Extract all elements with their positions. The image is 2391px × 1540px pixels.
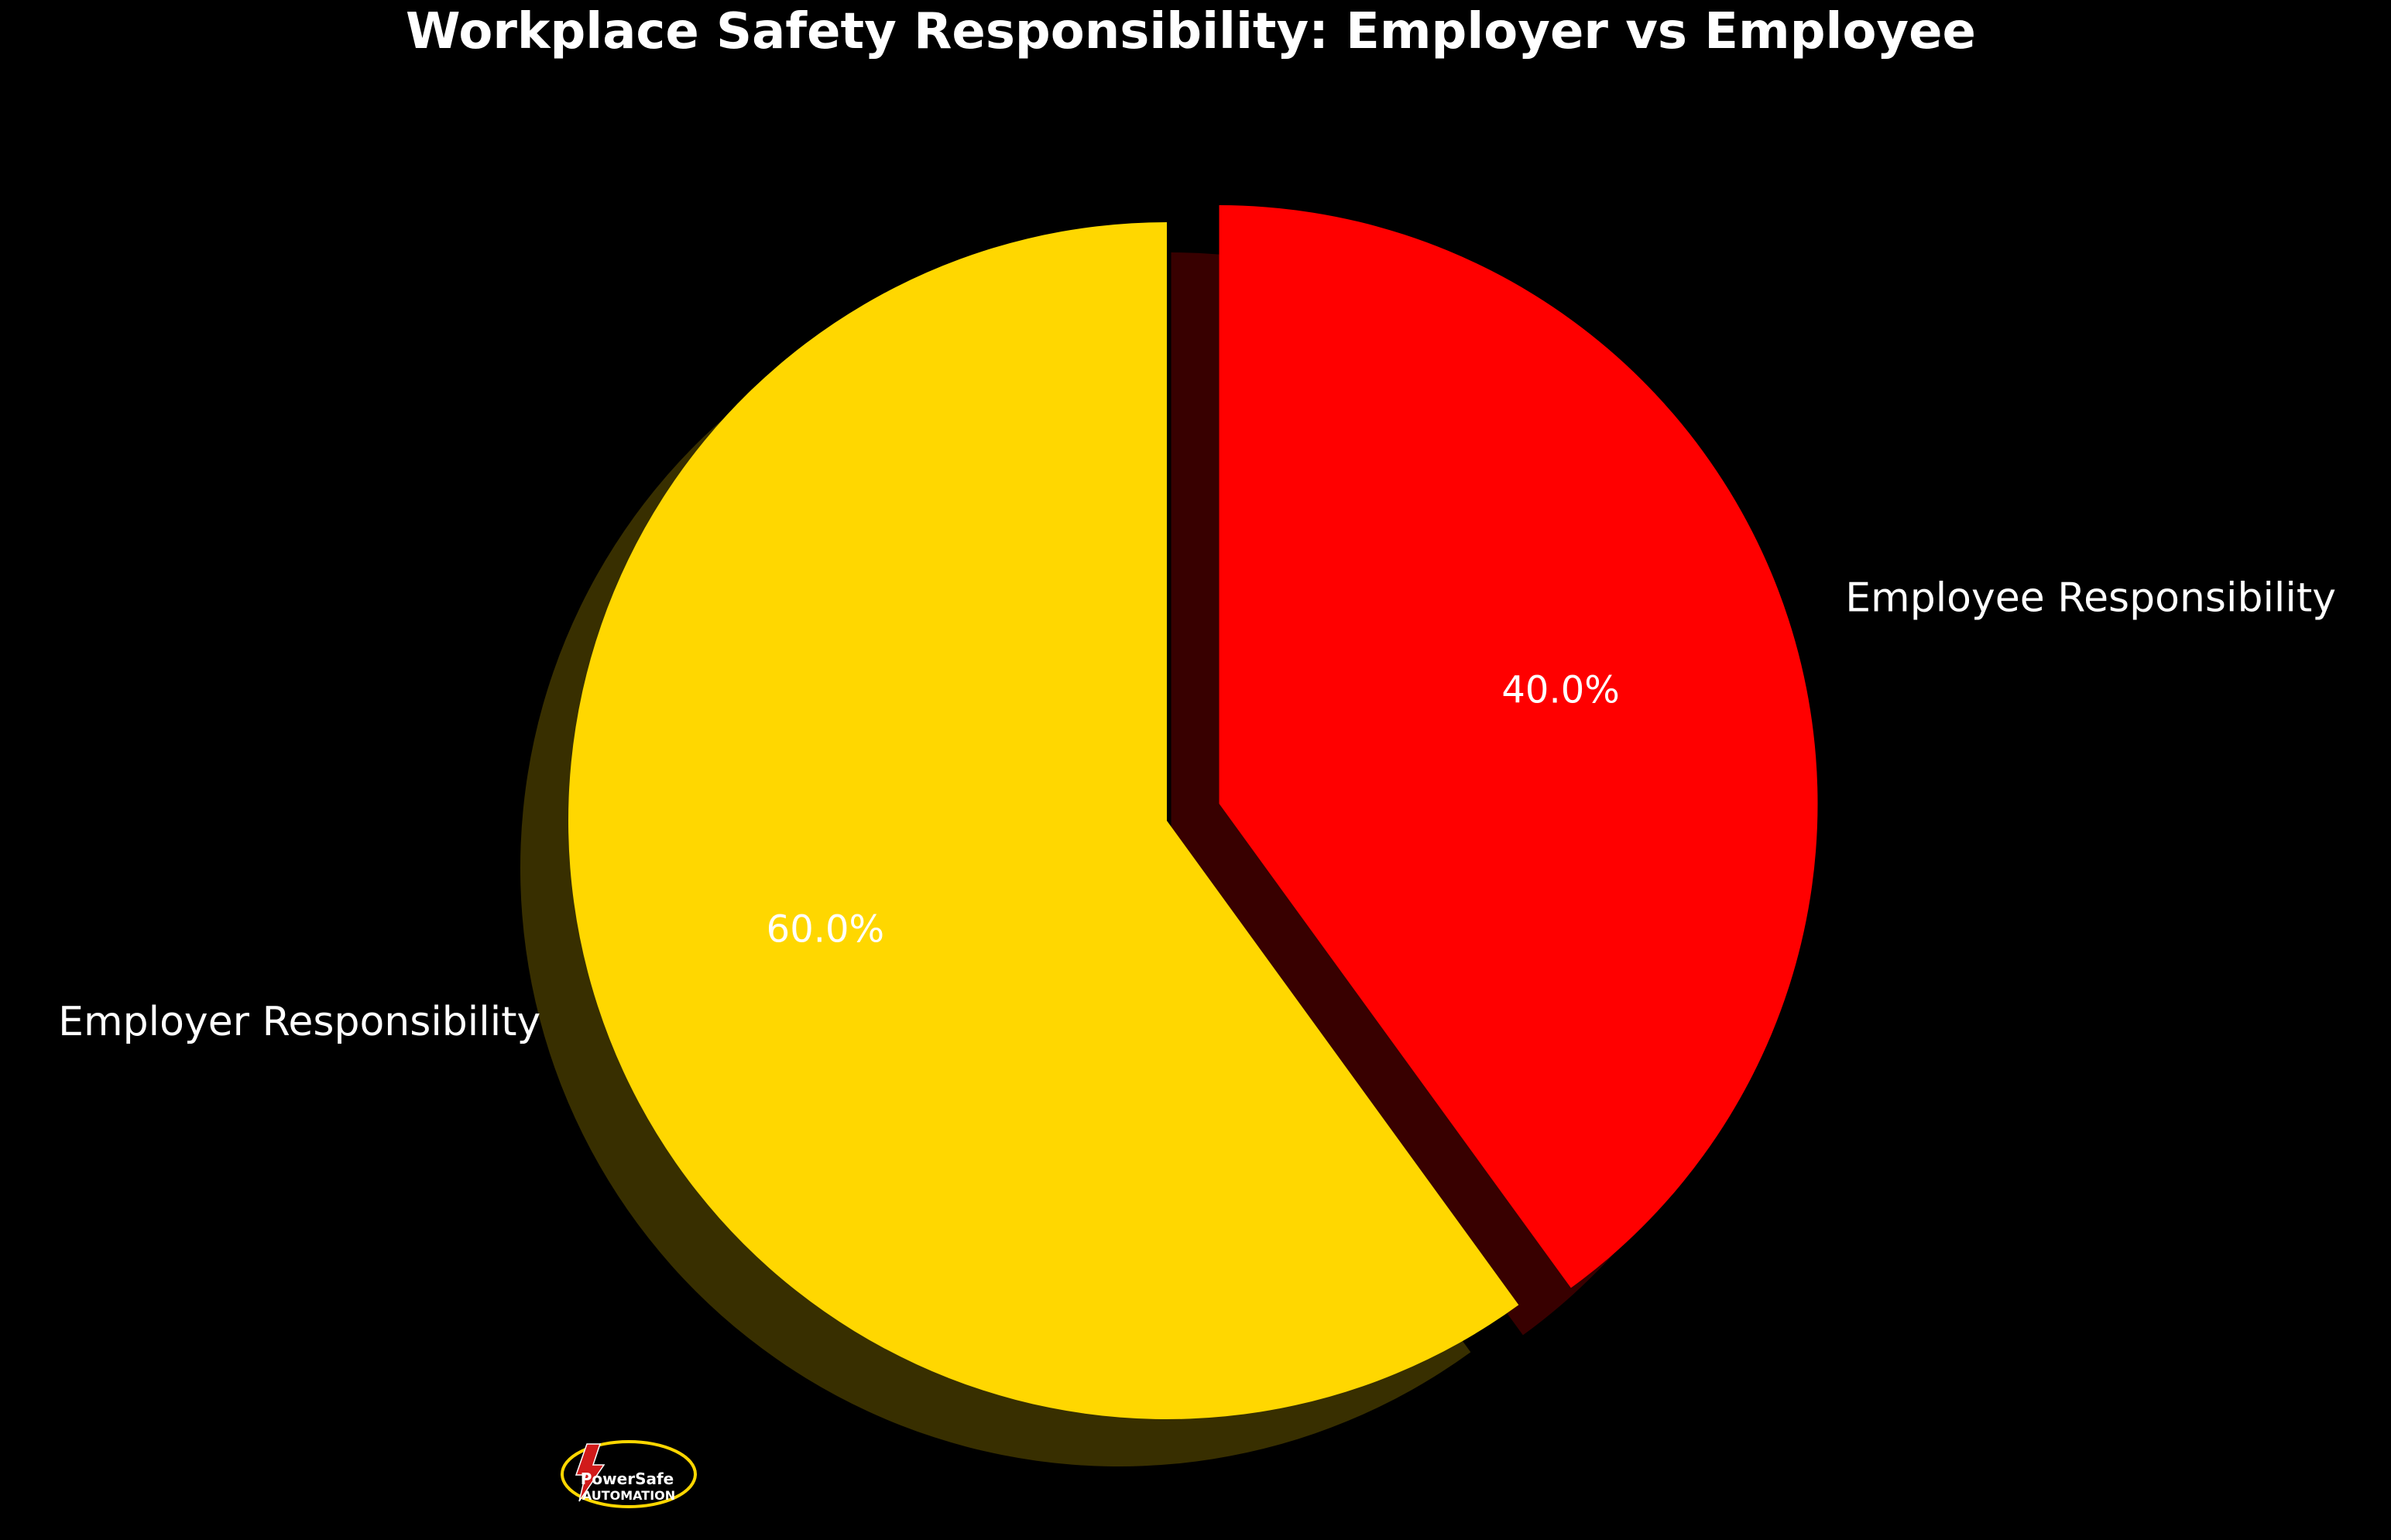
- pie-percent-label-employer-responsibility: 60.0%: [767, 907, 884, 951]
- logo-line-2: AUTOMATION: [582, 1488, 675, 1503]
- chart-title: Workplace Safety Responsibility: Employe…: [406, 3, 1976, 60]
- pie-slice-employee-responsibility: [1219, 205, 1818, 1288]
- pie-label-layer: 60.0% Employer Responsibility 40.0% Employe…: [58, 574, 2336, 1044]
- logo-ring-icon: [561, 1440, 697, 1508]
- pie-slice-layer: [568, 205, 1818, 1419]
- pie-percent-label-employee-responsibility: 40.0%: [1501, 669, 1619, 712]
- logo-line-1: PowerSafe: [581, 1470, 674, 1488]
- pie-category-label-employee-responsibility: Employee Responsibility: [1845, 574, 2336, 621]
- pie-category-label-employer-responsibility: Employer Responsibility: [58, 999, 540, 1045]
- powersafe-logo: PowerSafe AUTOMATION: [561, 1440, 697, 1508]
- lightning-bolt-icon: [575, 1443, 605, 1502]
- pie-slice-employer-responsibility: [568, 222, 1519, 1419]
